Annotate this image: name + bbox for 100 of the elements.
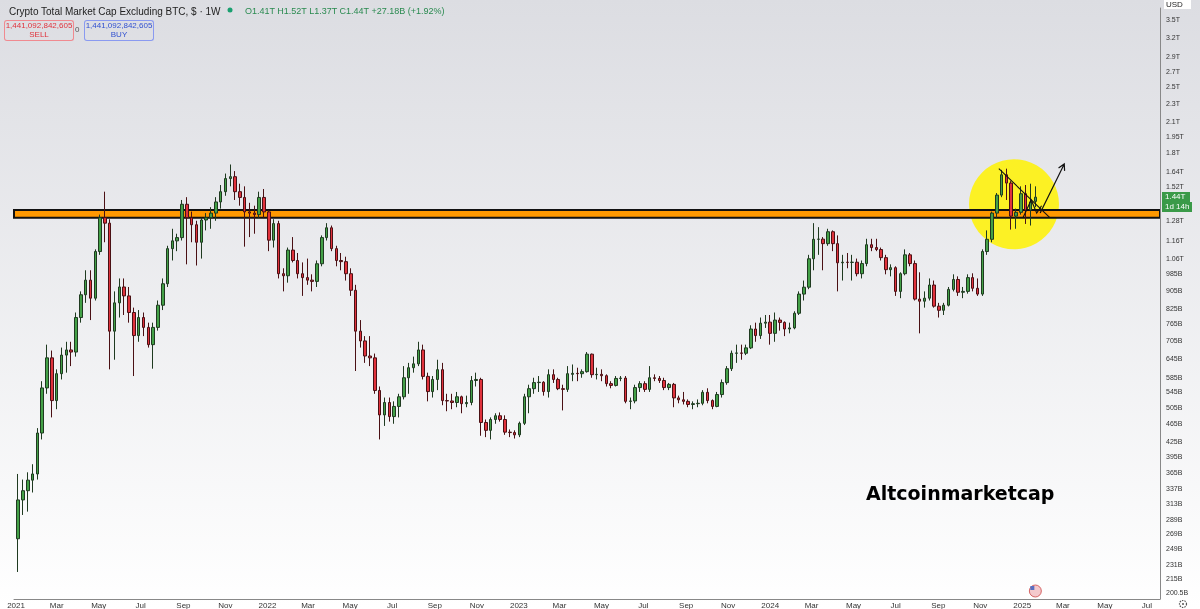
annotation: 1.44T xyxy=(1162,192,1191,203)
annotation: SELL xyxy=(4,30,74,41)
candlestick xyxy=(383,397,386,427)
candlestick xyxy=(330,225,333,252)
candlestick xyxy=(142,312,145,337)
candlestick xyxy=(826,228,830,247)
x-tick-label: Jul xyxy=(890,600,901,609)
candlestick xyxy=(489,416,492,440)
candlestick xyxy=(137,309,140,343)
x-tick-label: Jul xyxy=(1141,600,1153,609)
x-tick-label: Mar xyxy=(49,600,64,609)
candlestick xyxy=(417,341,420,367)
x-tick-label: May xyxy=(845,600,862,609)
candlestick xyxy=(248,202,251,238)
candlestick xyxy=(653,373,656,382)
text: 1d 14h xyxy=(1162,202,1193,213)
candlestick xyxy=(764,314,767,329)
x-tick-label: Sep xyxy=(931,600,946,609)
x-tick-label: Jul xyxy=(386,600,398,609)
annotation: Altcoinmarketcap xyxy=(866,482,1055,504)
candlestick xyxy=(672,382,676,408)
candlestick xyxy=(952,273,955,292)
x-tick-label: Sep xyxy=(427,600,443,609)
candlestick xyxy=(590,353,594,379)
candlestick xyxy=(89,269,92,321)
candlestick xyxy=(55,368,58,410)
candlestick xyxy=(773,312,777,343)
candlestick xyxy=(928,277,931,301)
candlestick xyxy=(494,412,497,425)
candlestick xyxy=(956,275,960,297)
candlestick xyxy=(272,218,275,249)
candlestick xyxy=(542,380,545,397)
candlestick xyxy=(768,314,772,346)
candlestick xyxy=(431,375,434,399)
candlestick xyxy=(185,196,189,265)
annotation: 1,441,092,842,605 xyxy=(84,20,154,31)
candlestick xyxy=(257,191,261,219)
candlestick xyxy=(547,368,550,399)
candlestick xyxy=(412,356,415,374)
candlestick xyxy=(60,347,63,380)
candlestick xyxy=(65,341,68,374)
candlestick xyxy=(740,344,743,361)
candlestick xyxy=(147,322,150,349)
x-tick-label: Mar xyxy=(804,600,819,609)
candlestick xyxy=(855,258,859,277)
x-tick-label: Sep xyxy=(176,600,192,609)
candlestick xyxy=(195,220,198,267)
candlestick xyxy=(576,367,579,382)
candlestick xyxy=(971,272,974,292)
candlestick xyxy=(113,290,116,361)
x-tick-label: Mar xyxy=(552,600,567,609)
candlestick xyxy=(253,205,256,235)
candlestick xyxy=(841,254,844,282)
candlestick xyxy=(1024,184,1027,225)
x-tick-label: Nov xyxy=(218,600,233,609)
candlestick xyxy=(759,317,762,340)
x-tick-label: Nov xyxy=(973,600,988,609)
chart-subtitle: O1.41T H1.52T L1.37T C1.44T +27.18B (+1.92%) xyxy=(245,5,445,16)
candlestick xyxy=(976,277,979,297)
candlestick xyxy=(388,397,391,423)
x-tick-label: Nov xyxy=(721,600,736,609)
candlestick xyxy=(224,173,227,197)
annotation: BUY xyxy=(84,30,154,41)
candlestick xyxy=(889,263,892,277)
candlestick xyxy=(229,163,232,187)
candlestick xyxy=(662,377,666,391)
candlestick xyxy=(850,254,854,282)
candlestick xyxy=(894,265,897,297)
candlestick xyxy=(1029,183,1032,227)
candlestick xyxy=(465,395,468,408)
candlestick xyxy=(301,261,304,297)
candlestick xyxy=(1034,185,1037,208)
candlestick xyxy=(754,322,757,343)
candlestick xyxy=(282,267,285,292)
x-tick-label: Sep xyxy=(679,600,694,609)
x-tick-label: 2023 xyxy=(509,600,529,609)
candlestick xyxy=(118,277,121,319)
x-tick-label: Nov xyxy=(469,600,484,609)
candlestick xyxy=(50,350,54,418)
candlestick xyxy=(923,290,926,309)
x-tick-label: May xyxy=(593,600,610,609)
candlestick xyxy=(846,252,849,269)
candlestick xyxy=(947,286,950,307)
candlestick xyxy=(286,247,290,284)
candlestick xyxy=(455,391,459,408)
candlestick xyxy=(566,365,569,393)
annotation: 1,441,092,842,605 xyxy=(4,20,74,31)
x-tick-label: May xyxy=(342,600,358,609)
x-tick-label: 2022 xyxy=(258,600,277,609)
candlestick xyxy=(614,375,618,387)
candlestick xyxy=(648,365,651,393)
x-tick-label: Mar xyxy=(301,600,316,609)
annotation: 0 xyxy=(75,25,80,34)
x-tick-label: May xyxy=(91,600,107,609)
candlestick xyxy=(595,367,598,380)
x-tick-label: Jul xyxy=(135,600,147,609)
candlestick xyxy=(600,368,603,382)
candlestick xyxy=(69,341,73,367)
candlestick xyxy=(624,375,627,404)
candlestick xyxy=(436,359,439,391)
